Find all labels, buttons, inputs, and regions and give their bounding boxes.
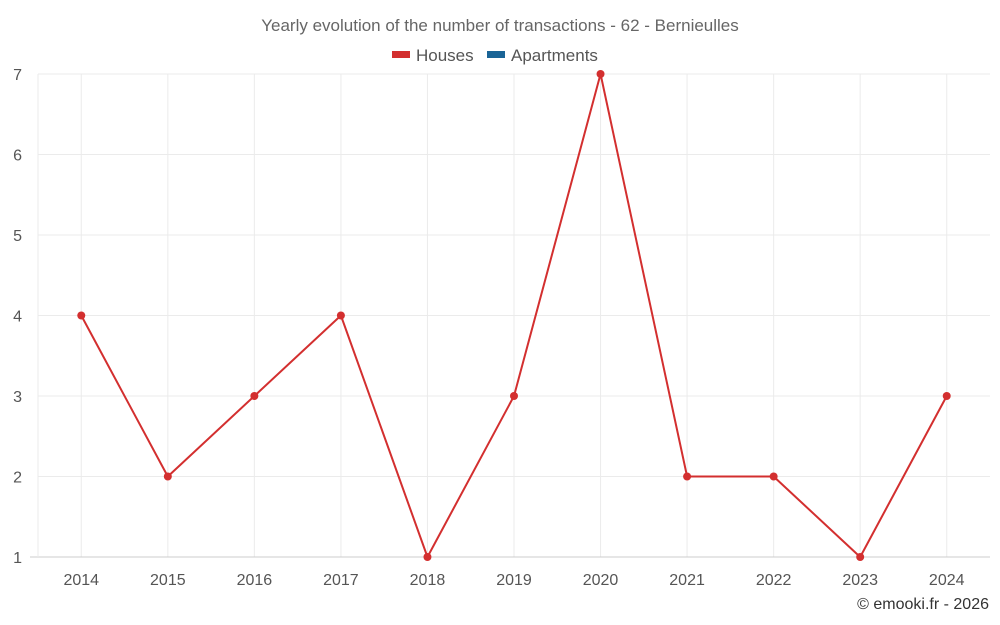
legend: Houses Apartments <box>392 46 598 65</box>
data-point-houses-2014[interactable] <box>77 311 86 320</box>
x-tick-label: 2020 <box>583 572 619 589</box>
x-tick-label: 2017 <box>323 572 359 589</box>
data-point-houses-2018[interactable] <box>423 553 432 561</box>
data-point-houses-2016[interactable] <box>250 392 259 400</box>
data-point-houses-2019[interactable] <box>510 392 518 400</box>
y-tick-label: 4 <box>13 309 22 326</box>
credit-text: © emooki.fr - 2026 <box>857 596 989 613</box>
axes: 1 2 3 4 5 6 7 2014 2015 2016 2017 2018 2019 2020 2021 2… <box>13 67 990 589</box>
data-point-houses-2023[interactable] <box>856 553 865 561</box>
x-tick-label: 2019 <box>496 572 532 589</box>
legend-label-houses[interactable]: Houses <box>416 46 474 65</box>
chart-title: Yearly evolution of the number of transa… <box>261 16 739 35</box>
x-tick-label: 2018 <box>410 572 446 589</box>
data-point-houses-2021[interactable] <box>683 472 692 481</box>
data-point-houses-2015[interactable] <box>163 472 172 481</box>
y-tick-label: 5 <box>13 228 22 245</box>
x-tick-label: 2014 <box>63 572 99 589</box>
y-tick-label: 2 <box>13 470 22 487</box>
grid <box>38 73 990 557</box>
x-tick-label: 2021 <box>669 572 705 589</box>
data-point-houses-2017[interactable] <box>336 311 345 320</box>
data-point-houses-2024[interactable] <box>942 392 951 400</box>
legend-swatch-houses[interactable] <box>392 51 410 58</box>
legend-label-apartments[interactable]: Apartments <box>511 46 598 65</box>
series-layer <box>77 70 951 561</box>
y-tick-label: 7 <box>13 67 22 84</box>
y-tick-label: 6 <box>13 148 22 165</box>
data-point-houses-2020[interactable] <box>596 70 605 78</box>
x-tick-label: 2015 <box>150 572 186 589</box>
legend-swatch-apartments[interactable] <box>487 51 505 58</box>
x-tick-label: 2016 <box>237 572 273 589</box>
y-tick-label: 1 <box>13 550 22 567</box>
x-tick-label: 2023 <box>842 572 878 589</box>
y-tick-label: 3 <box>13 389 22 406</box>
x-tick-label: 2022 <box>756 572 792 589</box>
data-point-houses-2022[interactable] <box>769 472 778 481</box>
x-tick-label: 2024 <box>929 572 965 589</box>
